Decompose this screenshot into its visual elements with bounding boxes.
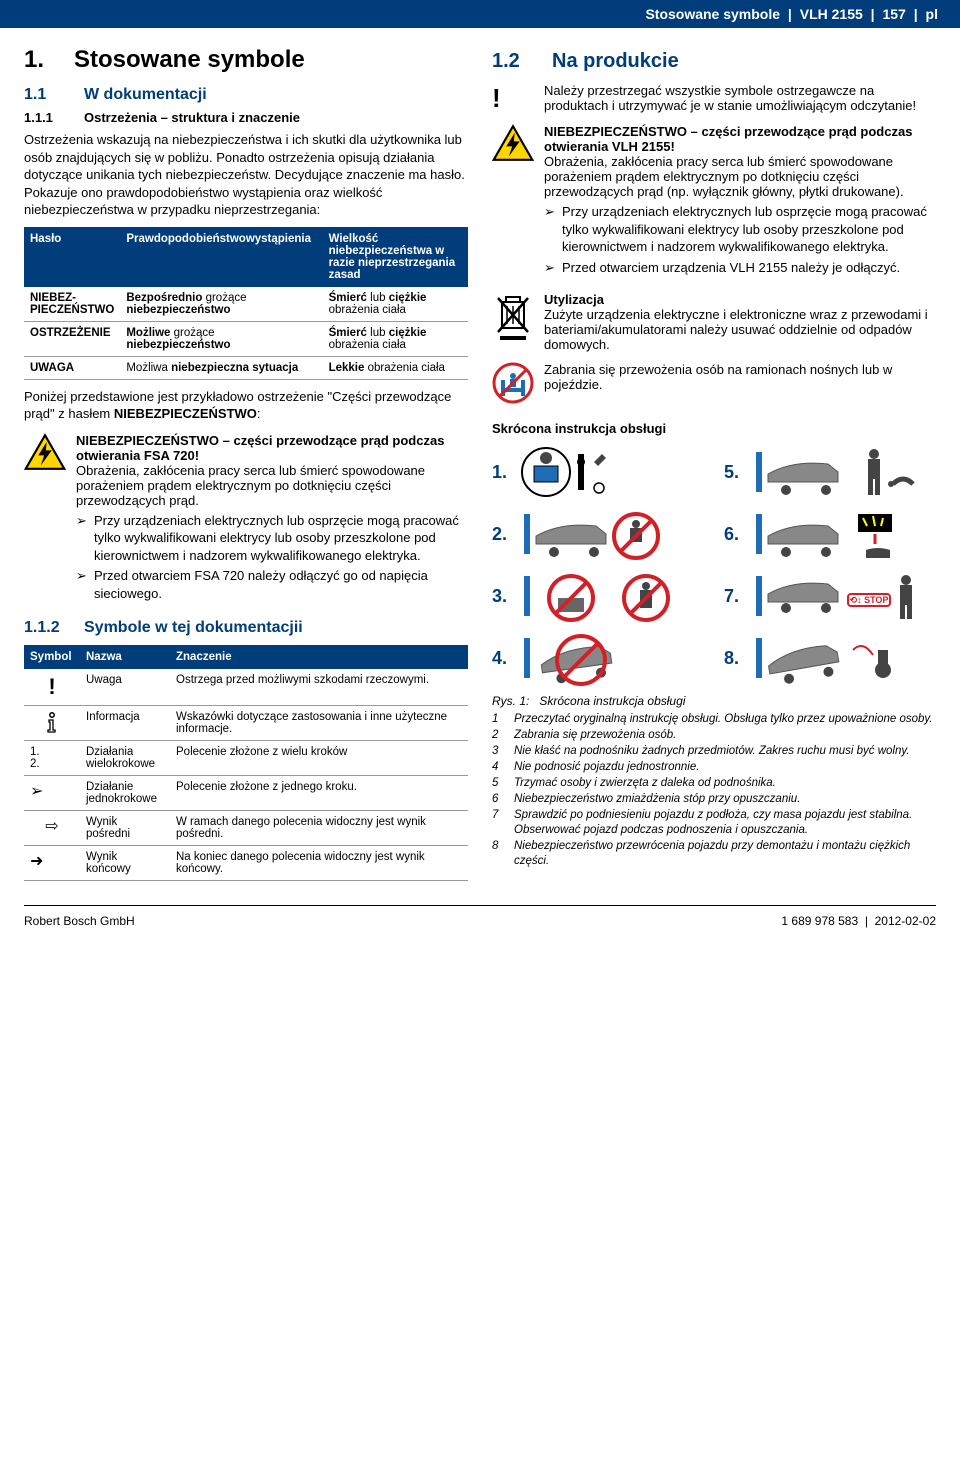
header-breadcrumb: Stosowane symbole | VLH 2155 | 157 | pl — [0, 0, 960, 28]
quick-guide-grid: 1. 5. — [492, 444, 936, 686]
disposal-title: Utylizacja — [544, 292, 936, 307]
warning-title: NIEBEZPIECZEŃSTWO – części przewodzące p… — [76, 433, 468, 463]
electrical-hazard-icon — [24, 433, 66, 471]
quick-item-7: 7. ⟲↕ STOP — [724, 568, 936, 624]
pictogram-no-riding — [516, 506, 696, 562]
quick-item-1: 1. — [492, 444, 704, 500]
section-1-2-title: 1.2Na produkcie — [492, 50, 936, 73]
multistep-icon: 1.2. — [24, 740, 80, 775]
pictogram-keep-away — [748, 444, 928, 500]
footer-docnum: 1 689 978 583 — [781, 914, 858, 928]
sym-th-2: Znaczenie — [170, 645, 468, 669]
disposal-block: Utylizacja Zużyte urządzenia elektryczne… — [492, 292, 936, 352]
sym-th-1: Nazwa — [80, 645, 170, 669]
attention-icon: ! — [24, 669, 80, 706]
hazard-th-2: Wielkość niebezpieczeństwa w razie niepr… — [323, 227, 468, 287]
quick-item-4: 4. — [492, 630, 704, 686]
disposal-body: Zużyte urządzenia elektryczne i elektron… — [544, 307, 936, 352]
page-footer: Robert Bosch GmbH 1 689 978 583 | 2012-0… — [24, 905, 936, 946]
quick-item-5: 5. — [724, 444, 936, 500]
table-row: ! Uwaga Ostrzega przed możliwymi szkodam… — [24, 669, 468, 706]
warning-title: NIEBEZPIECZEŃSTWO – części przewodzące p… — [544, 124, 936, 154]
pictogram-read-manual — [516, 444, 696, 500]
info-icon — [24, 705, 80, 740]
warning-body: Obrażenia, zakłócenia pracy serca lub śm… — [544, 154, 936, 199]
table-row: ➢ Działanie jednokrokowe Polecenie złożo… — [24, 775, 468, 810]
electrical-hazard-icon — [492, 124, 534, 162]
pictogram-foot-crush — [748, 506, 928, 562]
section-1-1-title: 1.1W dokumentacji — [24, 86, 468, 104]
no-passenger-text: Zabrania się przewożenia osób na ramiona… — [544, 362, 936, 392]
table-row: UWAGA Możliwa niebezpieczna sytuacja Lek… — [24, 356, 468, 379]
no-passenger-block: Zabrania się przewożenia osób na ramiona… — [492, 362, 936, 407]
hazard-th-1: Prawdopodobieństwowystąpienia — [120, 227, 322, 287]
hazard-th-0: Hasło — [24, 227, 120, 287]
table-row: 1.2. Działania wielokrokowe Polecenie zł… — [24, 740, 468, 775]
warning-example-block: NIEBEZPIECZEŃSTWO – części przewodzące p… — [24, 433, 468, 609]
table-row: OSTRZEŻENIE Możliwe grożące niebezpiecze… — [24, 321, 468, 356]
pictogram-no-objects — [516, 568, 696, 624]
left-column: 1.Stosowane symbole 1.1W dokumentacji 1.… — [24, 40, 468, 889]
weee-icon — [492, 292, 534, 345]
section-1-1-1-title: 1.1.1Ostrzeżenia – struktura i znaczenie — [24, 110, 468, 125]
quick-item-6: 6. — [724, 506, 936, 562]
svg-text:⟲↕ STOP: ⟲↕ STOP — [850, 595, 889, 605]
attention-icon: ! — [492, 83, 534, 114]
quick-guide-title: Skrócona instrukcja obsługi — [492, 421, 936, 436]
right-column: 1.2Na produkcie ! Należy przestrzegać ws… — [492, 40, 936, 889]
sym-th-0: Symbol — [24, 645, 80, 669]
pictogram-tipping — [748, 630, 928, 686]
observe-symbols-note: ! Należy przestrzegać wszystkie symbole … — [492, 83, 936, 114]
quick-item-3: 3. — [492, 568, 704, 624]
section-1-title: 1.Stosowane symbole — [24, 46, 468, 74]
warning-bullets: Przy urządzeniach elektrycznych lub ospr… — [544, 203, 936, 276]
final-result-icon: ➜ — [24, 845, 80, 880]
table-row: ⇨ Wynik pośredni W ramach danego polecen… — [24, 810, 468, 845]
table-row: Informacja Wskazówki dotyczące zastosowa… — [24, 705, 468, 740]
table-row: NIEBEZ- PIECZEŃSTWO Bezpośrednio grożące… — [24, 287, 468, 322]
example-intro: Poniżej przedstawione jest przykładowo o… — [24, 388, 468, 423]
singlestep-icon: ➢ — [24, 775, 80, 810]
quick-item-8: 8. — [724, 630, 936, 686]
intermediate-result-icon: ⇨ — [24, 810, 80, 845]
section-1-1-2-title: 1.1.2Symbole w tej dokumentacjii — [24, 619, 468, 637]
footer-date: 2012-02-02 — [875, 914, 936, 928]
pictogram-check-stable: ⟲↕ STOP — [748, 568, 928, 624]
product-warning-block: NIEBEZPIECZEŃSTWO – części przewodzące p… — [492, 124, 936, 282]
warning-bullets: Przy urządzeniach elektrycznych lub ospr… — [76, 512, 468, 603]
table-row: ➜ Wynik końcowy Na koniec danego polecen… — [24, 845, 468, 880]
hazard-table: Hasło Prawdopodobieństwowystąpienia Wiel… — [24, 227, 468, 380]
figure-caption: Rys. 1: Skrócona instrukcja obsługi — [492, 694, 936, 708]
pictogram-no-onesided — [516, 630, 696, 686]
footer-company: Robert Bosch GmbH — [24, 914, 135, 928]
quick-item-2: 2. — [492, 506, 704, 562]
figure-legend-list: 1Przeczytać oryginalną instrukcję obsług… — [492, 712, 936, 868]
intro-paragraph: Ostrzeżenia wskazują na niebezpieczeństw… — [24, 131, 468, 219]
no-passenger-icon — [492, 362, 534, 407]
symbols-table: Symbol Nazwa Znaczenie ! Uwaga Ostrzega … — [24, 645, 468, 881]
warning-body: Obrażenia, zakłócenia pracy serca lub śm… — [76, 463, 468, 508]
